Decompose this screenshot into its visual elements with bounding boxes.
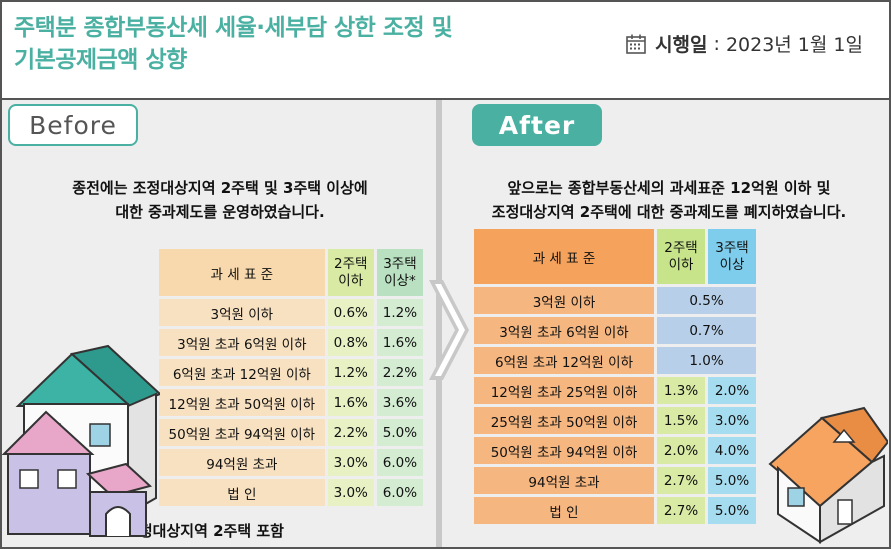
title-line-2: 기본공제금액 상향: [14, 47, 187, 73]
cell-2house: 2.0%: [657, 437, 705, 464]
cell-base: 94억원 초과: [474, 467, 654, 494]
column-header-2house: 2주택 이하: [327, 249, 374, 296]
cell-base: 25억원 초과 50억원 이하: [474, 407, 654, 434]
table-row: 3억원 이하 0.5%: [474, 287, 756, 314]
cell-2house: 1.5%: [657, 407, 705, 434]
table-row: 6억원 초과 12억원 이하 1.0%: [474, 347, 756, 374]
table-row: 50억원 초과 94억원 이하 2.0% 4.0%: [474, 437, 756, 464]
column-header-base: 과 세 표 준: [159, 249, 325, 296]
cell-2house: 0.6%: [327, 299, 374, 326]
table-header-row: 과 세 표 준 2주택 이하 3주택 이상: [474, 229, 756, 284]
table-row: 6억원 초과 12억원 이하 1.2% 2.2%: [159, 359, 423, 386]
cell-2house: 1.2%: [327, 359, 374, 386]
cell-2house: 0.8%: [327, 329, 374, 356]
col2-line-2: 이하: [338, 272, 364, 289]
col3-line-1: 3주택: [715, 239, 749, 256]
cell-2house: 2.2%: [327, 419, 374, 446]
cell-3house: 6.0%: [376, 479, 423, 506]
before-desc-line-2: 대한 중과제도를 운영하였습니다.: [115, 203, 325, 221]
col3-line-2: 이상: [719, 256, 745, 273]
house-illustration: [768, 406, 888, 544]
cell-merged-rate: 1.0%: [657, 347, 756, 374]
cell-3house: 5.0%: [376, 419, 423, 446]
panel-divider: [436, 100, 442, 547]
effective-date-value: 2023년 1월 1일: [725, 34, 863, 56]
effective-separator: :: [713, 32, 720, 55]
table-row: 50억원 초과 94억원 이하 2.2% 5.0%: [159, 419, 423, 446]
cell-3house: 5.0%: [708, 467, 756, 494]
cell-2house: 2.7%: [657, 497, 705, 524]
after-desc-line-1: 앞으로는 종합부동산세의 과세표준 12억원 이하 및: [507, 179, 831, 197]
table-row: 25억원 초과 50억원 이하 1.5% 3.0%: [474, 407, 756, 434]
table-row: 3억원 초과 6억원 이하 0.7%: [474, 317, 756, 344]
cell-3house: 1.2%: [376, 299, 423, 326]
cell-merged-rate: 0.5%: [657, 287, 756, 314]
cell-base: 50억원 초과 94억원 이하: [159, 419, 325, 446]
col2-line-1: 2주택: [334, 255, 368, 272]
table-row: 94억원 초과 2.7% 5.0%: [474, 467, 756, 494]
cell-2house: 1.3%: [657, 377, 705, 404]
col2-line-2: 이하: [668, 256, 694, 273]
chevron-right-icon: [429, 280, 469, 380]
col2-line-1: 2주택: [664, 239, 698, 256]
cell-merged-rate: 0.7%: [657, 317, 756, 344]
cell-base: 12억원 초과 50억원 이하: [159, 389, 325, 416]
table-row: 12억원 초과 25억원 이하 1.3% 2.0%: [474, 377, 756, 404]
cell-2house: 3.0%: [327, 479, 374, 506]
cell-base: 50억원 초과 94억원 이하: [474, 437, 654, 464]
cell-3house: 2.2%: [376, 359, 423, 386]
table-row: 법 인 3.0% 6.0%: [159, 479, 423, 506]
cell-base: 6억원 초과 12억원 이하: [159, 359, 325, 386]
title-line-1: 주택분 종합부동산세 세율·세부담 상한 조정 및: [14, 15, 453, 41]
cell-3house: 3.6%: [376, 389, 423, 416]
col3-line-1: 3주택: [383, 255, 417, 272]
cell-3house: 6.0%: [376, 449, 423, 476]
cell-2house: 1.6%: [327, 389, 374, 416]
page-title: 주택분 종합부동산세 세율·세부담 상한 조정 및 기본공제금액 상향: [14, 12, 534, 76]
effective-label: 시행일: [655, 34, 708, 56]
column-header-3house: 3주택 이상*: [376, 249, 423, 296]
after-desc-line-2: 조정대상지역 2주택에 대한 중과제도를 폐지하였습니다.: [491, 203, 847, 221]
table-row: 3억원 초과 6억원 이하 0.8% 1.6%: [159, 329, 423, 356]
before-desc-line-1: 종전에는 조정대상지역 2주택 및 3주택 이상에: [72, 179, 368, 197]
table-row: 94억원 초과 3.0% 6.0%: [159, 449, 423, 476]
before-tab: Before: [8, 104, 138, 146]
before-rate-table: 과 세 표 준 2주택 이하 3주택 이상* 3억원 이하 0.6% 1.2% 3억…: [156, 246, 426, 509]
cell-3house: 2.0%: [708, 377, 756, 404]
cell-3house: 4.0%: [708, 437, 756, 464]
effective-date: 시행일 : 2023년 1월 1일: [625, 30, 863, 57]
cell-base: 94억원 초과: [159, 449, 325, 476]
header: 주택분 종합부동산세 세율·세부담 상한 조정 및 기본공제금액 상향 시행일 …: [2, 2, 889, 98]
table-row: 12억원 초과 50억원 이하 1.6% 3.6%: [159, 389, 423, 416]
cell-2house: 3.0%: [327, 449, 374, 476]
table-header-row: 과 세 표 준 2주택 이하 3주택 이상*: [159, 249, 423, 296]
cell-base: 법 인: [474, 497, 654, 524]
cell-base: 12억원 초과 25억원 이하: [474, 377, 654, 404]
after-description: 앞으로는 종합부동산세의 과세표준 12억원 이하 및 조정대상지역 2주택에 …: [446, 176, 891, 224]
column-header-2house: 2주택 이하: [657, 229, 705, 284]
cell-base: 3억원 이하: [474, 287, 654, 314]
calendar-icon: [626, 34, 646, 54]
cell-base: 6억원 초과 12억원 이하: [474, 347, 654, 374]
after-tab: After: [472, 104, 602, 146]
footnote: * 조정대상지역 2주택 포함: [112, 522, 284, 540]
cell-base: 법 인: [159, 479, 325, 506]
cell-base: 3억원 초과 6억원 이하: [159, 329, 325, 356]
cell-3house: 3.0%: [708, 407, 756, 434]
cell-3house: 1.6%: [376, 329, 423, 356]
cell-3house: 5.0%: [708, 497, 756, 524]
before-description: 종전에는 조정대상지역 2주택 및 3주택 이상에 대한 중과제도를 운영하였습…: [10, 176, 430, 224]
header-divider: [2, 98, 889, 100]
houses-illustration: [1, 344, 160, 537]
cell-base: 3억원 이하: [159, 299, 325, 326]
after-rate-table: 과 세 표 준 2주택 이하 3주택 이상 3억원 이하 0.5% 3억원 초과 …: [471, 226, 759, 527]
column-header-base: 과 세 표 준: [474, 229, 654, 284]
cell-base: 3억원 초과 6억원 이하: [474, 317, 654, 344]
cell-2house: 2.7%: [657, 467, 705, 494]
column-header-3house: 3주택 이상: [708, 229, 756, 284]
table-row: 법 인 2.7% 5.0%: [474, 497, 756, 524]
table-row: 3억원 이하 0.6% 1.2%: [159, 299, 423, 326]
col3-line-2: 이상*: [384, 272, 416, 289]
